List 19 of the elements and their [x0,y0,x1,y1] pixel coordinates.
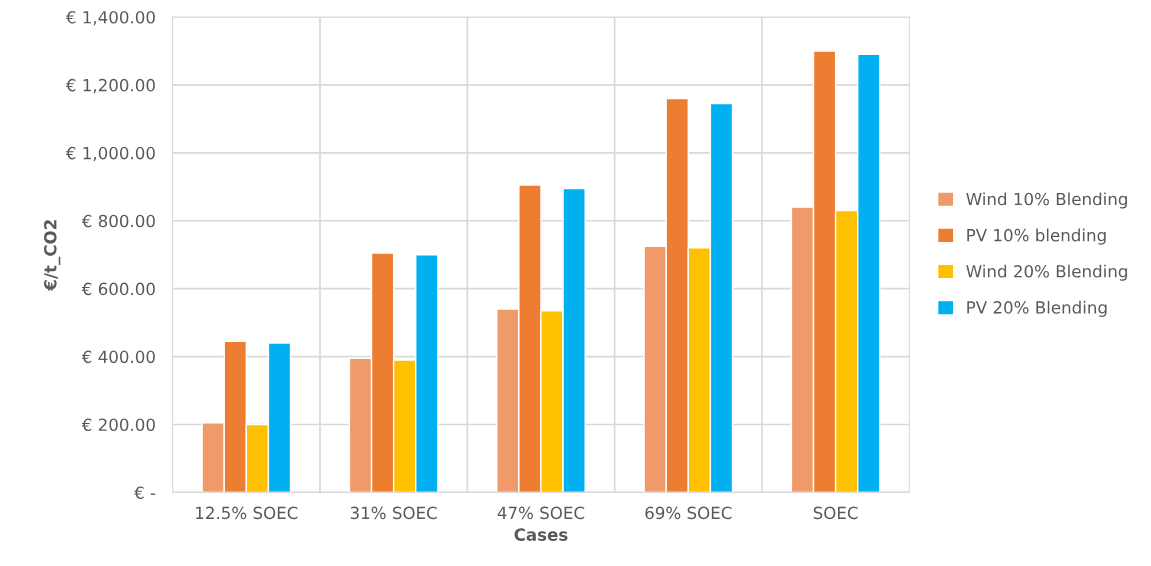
legend-label: PV 10% blending [967,228,1106,245]
x-tick-label: SOEC [813,506,858,520]
legend-label: Wind 20% Blending [966,264,1127,281]
y-tick-label: € 1,200.00 [65,78,155,94]
x-tick-label: 69% SOEC [645,506,732,520]
legend-label: PV 20% Blending [967,300,1107,317]
y-tick-label: € - [134,486,156,499]
x-axis-title: Cases [514,528,568,541]
y-tick-label: € 200.00 [81,418,155,432]
y-tick-label: € 1,400.00 [65,10,155,26]
x-tick-label: 31% SOEC [350,506,437,520]
y-axis-title: €/t_CO2 [44,220,61,292]
y-tick-label: € 1,000.00 [65,146,155,162]
y-tick-label: € 600.00 [81,282,155,296]
y-tick-label: € 800.00 [81,214,155,228]
legend-label: Wind 10% Blending [966,192,1127,209]
x-tick-label: 12.5% SOEC [196,506,298,520]
x-tick-label: 47% SOEC [497,506,585,520]
y-tick-label: € 400.00 [81,350,155,364]
